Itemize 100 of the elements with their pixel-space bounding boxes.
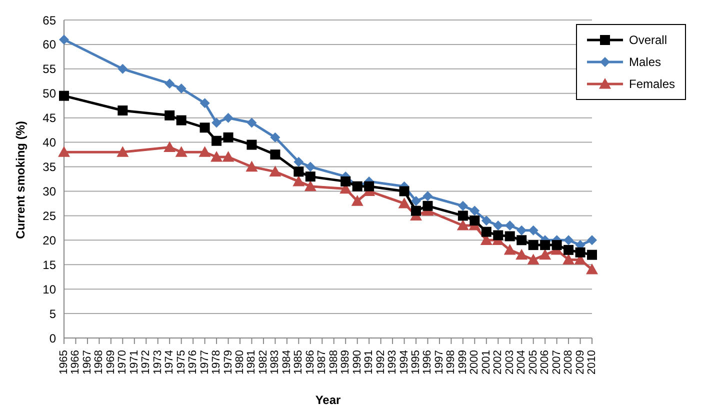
- point: [200, 98, 210, 108]
- point: [575, 247, 586, 258]
- x-tick-label: 1988: [328, 350, 340, 374]
- x-tick-label: 1981: [246, 350, 258, 374]
- point: [458, 200, 468, 211]
- point: [270, 132, 280, 142]
- point: [351, 195, 364, 206]
- point: [200, 122, 210, 133]
- point: [292, 175, 305, 186]
- x-tick-label: 1974: [164, 350, 176, 374]
- point: [59, 90, 69, 101]
- x-tick-label: 1984: [280, 350, 293, 374]
- x-tick-label: 1975: [175, 350, 188, 374]
- point: [246, 118, 257, 128]
- x-tick-label: 1972: [140, 350, 152, 374]
- x-tick-label: 2001: [480, 350, 492, 374]
- y-tick-label: 15: [42, 258, 56, 272]
- point: [305, 172, 316, 182]
- x-tick-label: 1970: [116, 350, 129, 374]
- legend-label: Overall: [629, 33, 668, 47]
- point: [470, 206, 480, 216]
- y-tick-label: 40: [42, 136, 56, 150]
- point: [59, 34, 69, 45]
- point: [305, 162, 316, 172]
- x-tick-label: 1994: [398, 350, 410, 374]
- x-tick-label: 1967: [81, 350, 94, 374]
- point: [246, 160, 258, 172]
- point: [587, 235, 597, 246]
- point: [481, 216, 492, 226]
- point: [504, 244, 516, 255]
- point: [493, 220, 504, 230]
- y-tick-label: 60: [42, 38, 56, 52]
- x-tick-label: 1971: [128, 350, 140, 374]
- point: [411, 206, 421, 216]
- x-tick-label: 2006: [539, 350, 552, 374]
- x-tick-label: 1978: [210, 350, 223, 374]
- y-tick-label: 30: [42, 184, 56, 198]
- point: [164, 78, 175, 89]
- legend-label: Males: [629, 55, 662, 69]
- point: [527, 254, 540, 265]
- y-tick-label: 10: [42, 282, 56, 296]
- point: [399, 186, 410, 196]
- point: [516, 248, 528, 260]
- point: [212, 136, 222, 146]
- point: [164, 141, 176, 152]
- y-tick-label: 55: [42, 62, 56, 76]
- x-tick-label: 1983: [269, 350, 282, 374]
- x-tick-label: 1966: [70, 350, 82, 374]
- x-tick-label: 1991: [363, 350, 376, 374]
- point: [562, 254, 575, 265]
- point: [586, 264, 598, 274]
- x-tick-label: 2009: [574, 350, 586, 374]
- point: [564, 244, 574, 255]
- x-axis-title: Year: [315, 393, 342, 407]
- legend-label: Females: [628, 77, 675, 91]
- x-tick-label: 1980: [234, 350, 246, 374]
- x-tick-label: 1987: [316, 350, 328, 374]
- point: [516, 225, 527, 236]
- point: [269, 166, 282, 176]
- point: [540, 240, 550, 250]
- x-tick-label: 1976: [187, 350, 200, 374]
- x-tick-label: 1989: [340, 350, 352, 374]
- y-tick-label: 50: [42, 86, 56, 101]
- y-tick-label: 25: [42, 208, 56, 223]
- x-tick-label: 2003: [504, 350, 516, 374]
- point: [528, 225, 538, 236]
- point: [223, 132, 234, 142]
- x-tick-label: 1993: [386, 350, 399, 374]
- x-tick-label: 1982: [257, 350, 270, 374]
- x-tick-label: 1990: [351, 350, 364, 374]
- point: [270, 150, 280, 160]
- point: [552, 240, 562, 250]
- x-tick-label: 1969: [104, 350, 117, 374]
- x-tick-label: 2004: [516, 350, 528, 374]
- x-tick-label: 1996: [422, 350, 434, 374]
- x-tick-label: 1992: [374, 350, 387, 374]
- point: [458, 210, 468, 221]
- x-tick-label: 2000: [468, 350, 481, 374]
- point: [176, 83, 186, 94]
- point: [481, 226, 492, 237]
- point: [411, 196, 421, 206]
- y-tick-label: 35: [42, 160, 56, 174]
- x-tick-label: 1997: [433, 350, 446, 374]
- x-tick-label: 1979: [222, 350, 234, 374]
- point: [504, 220, 515, 230]
- x-tick-label: 1977: [198, 350, 211, 374]
- y-axis-title: Current smoking (%): [13, 120, 28, 239]
- point: [470, 216, 480, 226]
- point: [294, 156, 304, 167]
- x-tick-label: 1999: [456, 350, 469, 374]
- y-tick-label: 0: [49, 331, 56, 346]
- x-tick-label: 1973: [152, 350, 164, 374]
- x-tick-label: 1986: [304, 350, 316, 374]
- x-tick-label: 1965: [58, 350, 70, 374]
- x-tick-label: 2005: [527, 350, 540, 374]
- x-tick-label: 2007: [550, 350, 563, 374]
- point: [516, 235, 527, 246]
- point: [176, 115, 186, 126]
- point: [223, 112, 234, 123]
- y-tick-label: 5: [49, 306, 56, 321]
